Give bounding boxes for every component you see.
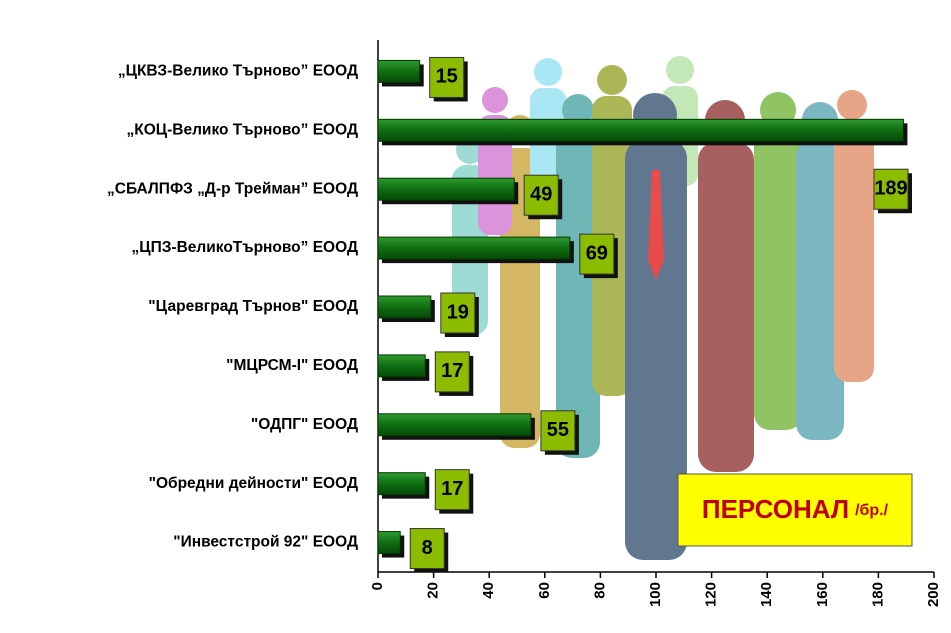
value-label-box: [873, 168, 909, 210]
x-tick-label: 80: [591, 582, 608, 599]
bar: [377, 354, 426, 378]
value-label: 55: [547, 419, 569, 441]
value-label: 8: [422, 537, 433, 559]
x-tick-label: 200: [925, 582, 942, 607]
annotation-text: ПЕРСОНАЛ/бр./: [702, 494, 889, 524]
bar: [377, 295, 432, 319]
bar: [377, 531, 401, 555]
y-tick-label: "ОДПГ" ЕООД: [251, 416, 358, 433]
value-label: 15: [436, 66, 458, 88]
value-label: 49: [530, 184, 552, 206]
value-label: 69: [586, 242, 608, 264]
y-tick-label: "МЦРСМ-I" ЕООД: [226, 357, 358, 374]
x-tick-label: 0: [369, 582, 386, 590]
bar: [377, 236, 571, 260]
value-label-box: [440, 292, 476, 334]
bar: [377, 177, 515, 201]
y-tick-label: "Инвестстрой 92" ЕООД: [173, 534, 358, 551]
value-label-box: [540, 410, 576, 452]
x-tick-label: 160: [814, 582, 831, 607]
annotation-box: [677, 473, 913, 547]
x-tick-label: 120: [703, 582, 720, 607]
value-label-box: [434, 351, 470, 393]
y-tick-label: "Обредни дейности" ЕООД: [149, 475, 358, 492]
y-tick-label: „ЦКВЗ-Велико Търново” ЕООД: [118, 63, 358, 80]
background-people: [452, 56, 874, 560]
annotation: ПЕРСОНАЛ/бр./: [677, 473, 913, 547]
value-label: 17: [441, 478, 463, 500]
y-tick-label: „СБАЛПФЗ „Д-р Трейман” ЕООД: [107, 180, 358, 197]
unit: /бр./: [855, 502, 889, 519]
bar: [377, 59, 421, 83]
title: ПЕРСОНАЛ: [702, 494, 849, 524]
x-tick-label: 20: [425, 582, 442, 599]
y-tick-label: „КОЦ-Велико Търново” ЕООД: [127, 121, 358, 138]
x-tick-label: 40: [480, 582, 497, 599]
bar: [377, 118, 904, 142]
value-label-box: [579, 233, 615, 275]
value-label: 19: [447, 301, 469, 323]
value-label: 189: [874, 178, 907, 200]
y-tick-label: "Царевград Търнов" ЕООД: [148, 298, 358, 315]
bar: [377, 472, 426, 496]
x-tick-label: 60: [536, 582, 553, 599]
x-tick-label: 180: [869, 582, 886, 607]
value-label-box: [429, 56, 465, 98]
y-tick-label: „ЦПЗ-ВеликоТърново” ЕООД: [132, 239, 359, 256]
value-label: 17: [441, 360, 463, 382]
x-tick-label: 140: [758, 582, 775, 607]
bar: [377, 413, 532, 437]
value-label-box: [523, 174, 559, 216]
value-label-box: [409, 528, 445, 570]
value-label-box: [434, 469, 470, 511]
x-tick-label: 100: [647, 582, 664, 607]
